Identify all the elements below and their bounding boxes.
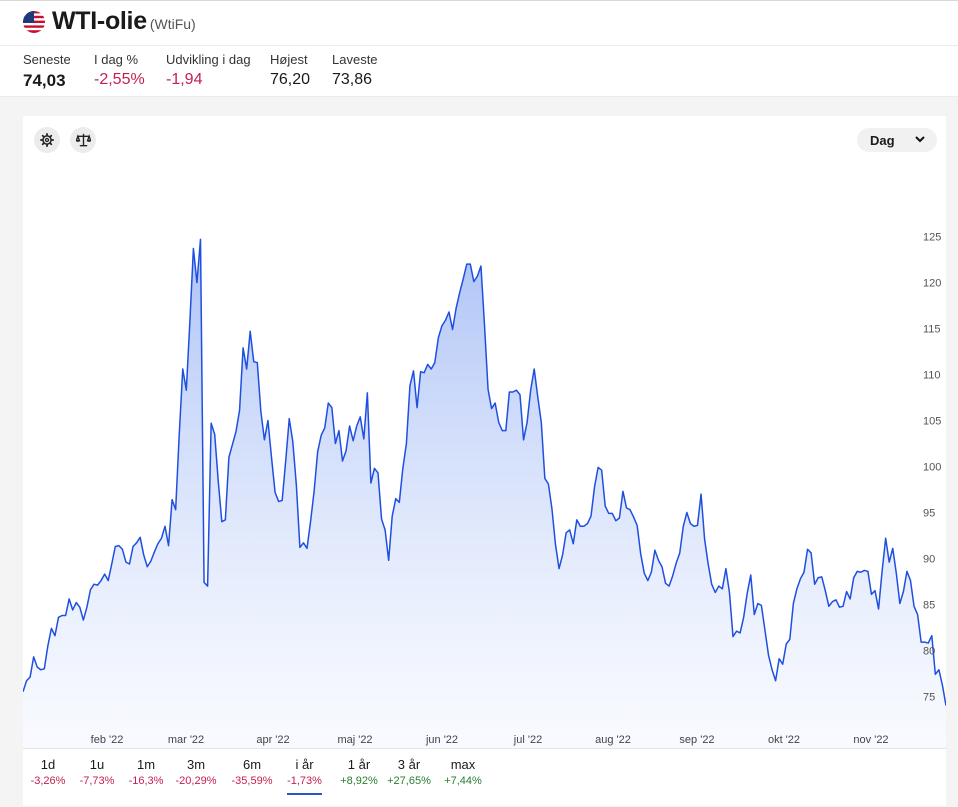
range-tab-1m[interactable]: 1m -16,3% [124,749,168,793]
range-tab-change: -20,29% [175,775,217,787]
range-tab-change: -1,73% [287,775,322,787]
range-tab-1u[interactable]: 1u -7,73% [75,749,119,793]
period-select-value: Dag [870,132,895,148]
y-tick-label: 105 [923,416,941,428]
x-tick-label: okt '22 [768,734,800,746]
y-tick-label: 110 [923,370,941,382]
y-tick-label: 95 [923,508,935,520]
stat-value: -2,55% [94,71,145,88]
instrument-title: WTI-olie [52,7,147,35]
stat-value: 74,03 [23,71,66,90]
y-tick-label: 100 [923,462,941,474]
range-tab-label: 1d [40,757,56,772]
range-tab-i-år[interactable]: i år -1,73% [287,749,322,795]
chevron-down-icon [915,136,925,143]
stat-today-change: Udvikling i dag -1,94 [166,52,251,89]
x-tick-label: sep '22 [679,734,714,746]
range-tab-change: -16,3% [128,775,164,787]
chart-card: Dag 125 120 115 110 105 100 95 90 85 80 75 feb '22… [23,116,946,806]
instrument-header: WTI-olie (WtiFu) Seneste 74,03 I dag % -… [0,0,958,97]
range-tab-1-år[interactable]: 1 år +8,92% [337,749,381,793]
x-tick-label: aug '22 [595,734,631,746]
range-tab-label: 6m [242,757,262,772]
stat-label: I dag % [94,52,139,67]
y-tick-label: 75 [923,691,935,703]
price-area-fill [23,239,946,748]
range-tab-label: i år [295,757,314,772]
range-tab-1d[interactable]: 1d -3,26% [26,749,70,793]
range-tab-change: -35,59% [231,775,273,787]
y-tick-label: 85 [923,599,935,611]
stat-high: Højest 76,20 [270,52,310,89]
range-selector: 1d -3,26% 1u -7,73% 1m -16,3% 3m -20,29% 6m -35,5… [23,748,946,807]
gear-icon [40,133,54,147]
range-tab-label: 1m [136,757,156,772]
compare-button[interactable] [70,127,96,153]
range-tab-change: +7,44% [444,775,482,787]
range-tab-change: -7,73% [79,775,115,787]
range-tab-label: 3 år [397,757,421,772]
range-tab-label: 3m [186,757,206,772]
x-tick-label: feb '22 [91,734,124,746]
us-flag-icon [23,11,45,33]
y-tick-label: 120 [923,278,941,290]
instrument-ticker: (WtiFu) [149,16,196,32]
stat-value: 76,20 [270,71,311,88]
range-tab-3m[interactable]: 3m -20,29% [174,749,218,793]
stat-today-percent: I dag % -2,55% [94,52,145,89]
settings-button[interactable] [34,127,60,153]
stat-label: Seneste [23,52,71,67]
stat-value: 73,86 [332,71,373,88]
x-tick-label: jul '22 [513,734,542,746]
scale-icon [75,133,91,147]
price-line [23,238,946,706]
x-tick-label: mar '22 [168,734,204,746]
range-tab-change: -3,26% [30,775,66,787]
range-tab-label: max [450,757,476,772]
x-tick-label: nov '22 [853,734,888,746]
stat-label: Udvikling i dag [166,52,251,67]
header-divider [0,45,958,46]
stat-label: Højest [270,52,308,67]
range-tab-6m[interactable]: 6m -35,59% [230,749,274,793]
range-tab-max[interactable]: max +7,44% [441,749,485,793]
x-tick-label: maj '22 [337,734,372,746]
range-tab-change: +27,65% [387,775,431,787]
y-tick-label: 125 [923,232,941,244]
title-row: WTI-olie (WtiFu) [52,7,196,36]
y-tick-label: 80 [923,645,935,657]
x-tick-label: apr '22 [256,734,289,746]
range-tab-change: +8,92% [340,775,378,787]
y-tick-label: 115 [923,324,941,336]
x-tick-label: jun '22 [425,734,458,746]
price-chart[interactable]: 125 120 115 110 105 100 95 90 85 80 75 feb '22 mar … [23,116,946,748]
range-tab-3-år[interactable]: 3 år +27,65% [387,749,431,793]
stat-label: Laveste [332,52,378,67]
stat-value: -1,94 [166,71,203,88]
stat-low: Laveste 73,86 [332,52,378,89]
y-tick-label: 90 [923,554,935,566]
range-tab-label: 1 år [347,757,371,772]
stat-latest: Seneste 74,03 [23,52,71,91]
range-tab-label: 1u [89,757,105,772]
period-select[interactable]: Dag [857,128,937,152]
